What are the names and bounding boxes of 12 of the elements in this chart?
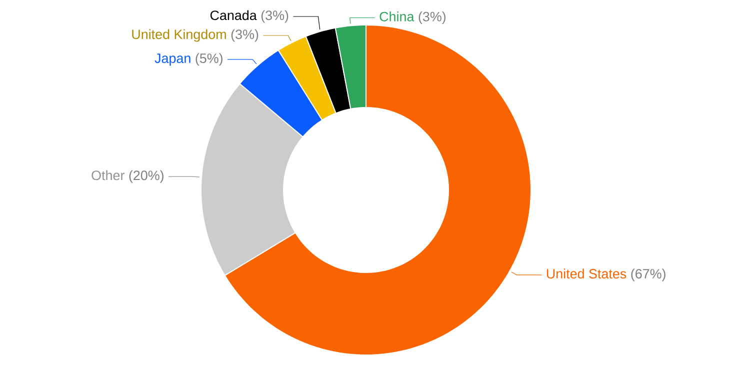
slice-label: Other — [92, 170, 124, 180]
data-label: (3%) — [261, 10, 288, 23]
data-label: (20%) — [129, 170, 164, 183]
slice-label: United States — [546, 268, 626, 279]
data-label: (67%) — [631, 268, 666, 282]
slice-label: Japan — [154, 54, 190, 66]
slice-label: United Kingdom — [132, 29, 226, 42]
slice-label: China — [380, 11, 414, 22]
data-label: (3%) — [231, 29, 258, 42]
data-label: (3%) — [418, 11, 446, 24]
data-label: (5%) — [196, 53, 222, 66]
slice-label: Canada — [210, 10, 257, 20]
